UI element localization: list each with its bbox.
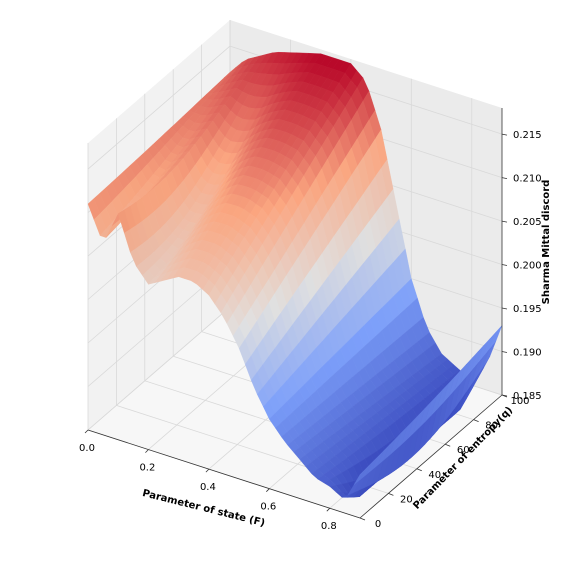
x-tick-label: 0.2: [139, 463, 155, 474]
y-tick-label: 40: [428, 470, 441, 481]
axis-edges: [87, 108, 503, 519]
x-tick-mark: [205, 468, 210, 473]
z-tick-mark: [501, 177, 508, 179]
z-tick-mark: [501, 307, 508, 310]
z-tick-label: 0.195: [513, 304, 542, 315]
grid-line-z: [87, 306, 231, 431]
y-tick-label: 100: [510, 396, 529, 407]
x-tick-mark: [145, 449, 149, 453]
z-tick-mark: [501, 133, 508, 136]
surface-plot: [87, 52, 503, 498]
z-tick-label: 0.200: [513, 261, 542, 272]
z-tick-label: 0.205: [513, 217, 542, 228]
z-tick-mark: [501, 351, 508, 353]
y-tick-mark: [359, 517, 366, 521]
x-tick-label: 0.0: [79, 443, 95, 454]
z-tick-label: 0.210: [513, 174, 542, 185]
y-tick-mark: [416, 468, 422, 472]
x-tick-mark: [84, 429, 89, 434]
y-tick-mark: [473, 419, 479, 422]
x-tick-label: 0.4: [200, 482, 216, 493]
z-tick-mark: [501, 264, 508, 266]
z-tick-label: 0.190: [513, 348, 542, 359]
x-tick-mark: [266, 488, 270, 492]
z-tick-mark: [501, 220, 508, 223]
y-tick-label: 0: [375, 519, 381, 530]
y-axis-line: [359, 394, 503, 519]
z-axis-title: Sharma Mittal discord: [541, 180, 552, 305]
x-axis-title: Parameter of state (F): [141, 488, 266, 529]
x-tick-label: 0.8: [321, 521, 337, 532]
y-tick-label: 80: [485, 421, 498, 432]
z-tick-label: 0.185: [513, 391, 542, 402]
z-tick-label: 0.215: [513, 130, 542, 141]
x-axis-line: [87, 429, 361, 519]
x-tick-label: 0.6: [260, 502, 276, 513]
y-tick-mark: [445, 443, 451, 447]
x-tick-mark: [326, 507, 331, 512]
y-tick-mark: [388, 493, 394, 496]
z-tick-mark: [501, 394, 508, 397]
surface-patch: [353, 468, 367, 485]
grid-line-z: [87, 45, 231, 170]
y-tick-label: 60: [457, 445, 470, 456]
y-tick-label: 20: [400, 494, 413, 505]
